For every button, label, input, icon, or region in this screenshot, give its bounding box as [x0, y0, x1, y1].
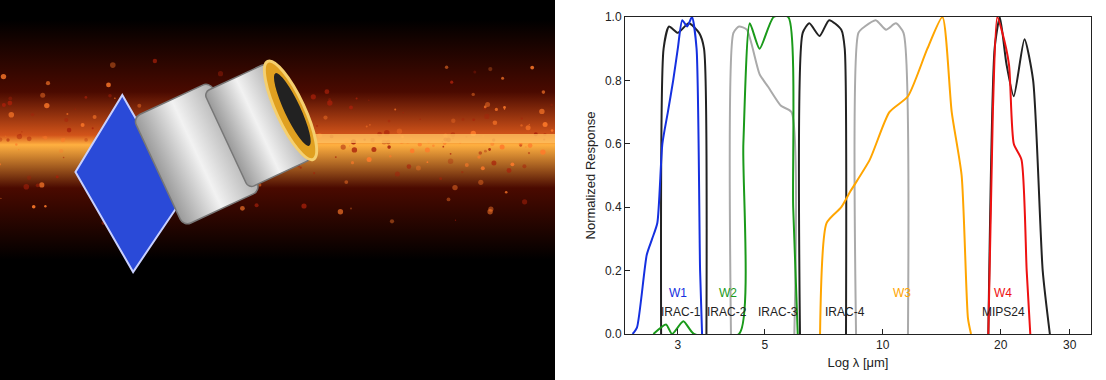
svg-text:3: 3 [674, 338, 681, 352]
svg-text:5: 5 [761, 338, 768, 352]
svg-text:20: 20 [994, 338, 1008, 352]
svg-text:0.4: 0.4 [605, 200, 622, 214]
svg-text:W4: W4 [994, 286, 1012, 300]
svg-text:IRAC-4: IRAC-4 [825, 305, 865, 319]
svg-text:0.8: 0.8 [605, 74, 622, 88]
svg-text:0.2: 0.2 [605, 264, 622, 278]
svg-text:IRAC-1: IRAC-1 [661, 305, 701, 319]
svg-text:Normalized Response: Normalized Response [583, 112, 598, 240]
svg-text:Log λ [μm]: Log λ [μm] [828, 355, 889, 370]
svg-text:W3: W3 [893, 286, 911, 300]
svg-text:IRAC-2: IRAC-2 [707, 305, 747, 319]
svg-text:1.0: 1.0 [605, 10, 622, 24]
svg-text:W1: W1 [669, 286, 687, 300]
svg-text:0.6: 0.6 [605, 137, 622, 151]
svg-text:30: 30 [1063, 338, 1077, 352]
svg-text:W2: W2 [719, 286, 737, 300]
svg-text:0.0: 0.0 [605, 327, 622, 341]
svg-text:MIPS24: MIPS24 [982, 305, 1025, 319]
svg-text:IRAC-3: IRAC-3 [758, 305, 798, 319]
svg-text:10: 10 [876, 338, 890, 352]
